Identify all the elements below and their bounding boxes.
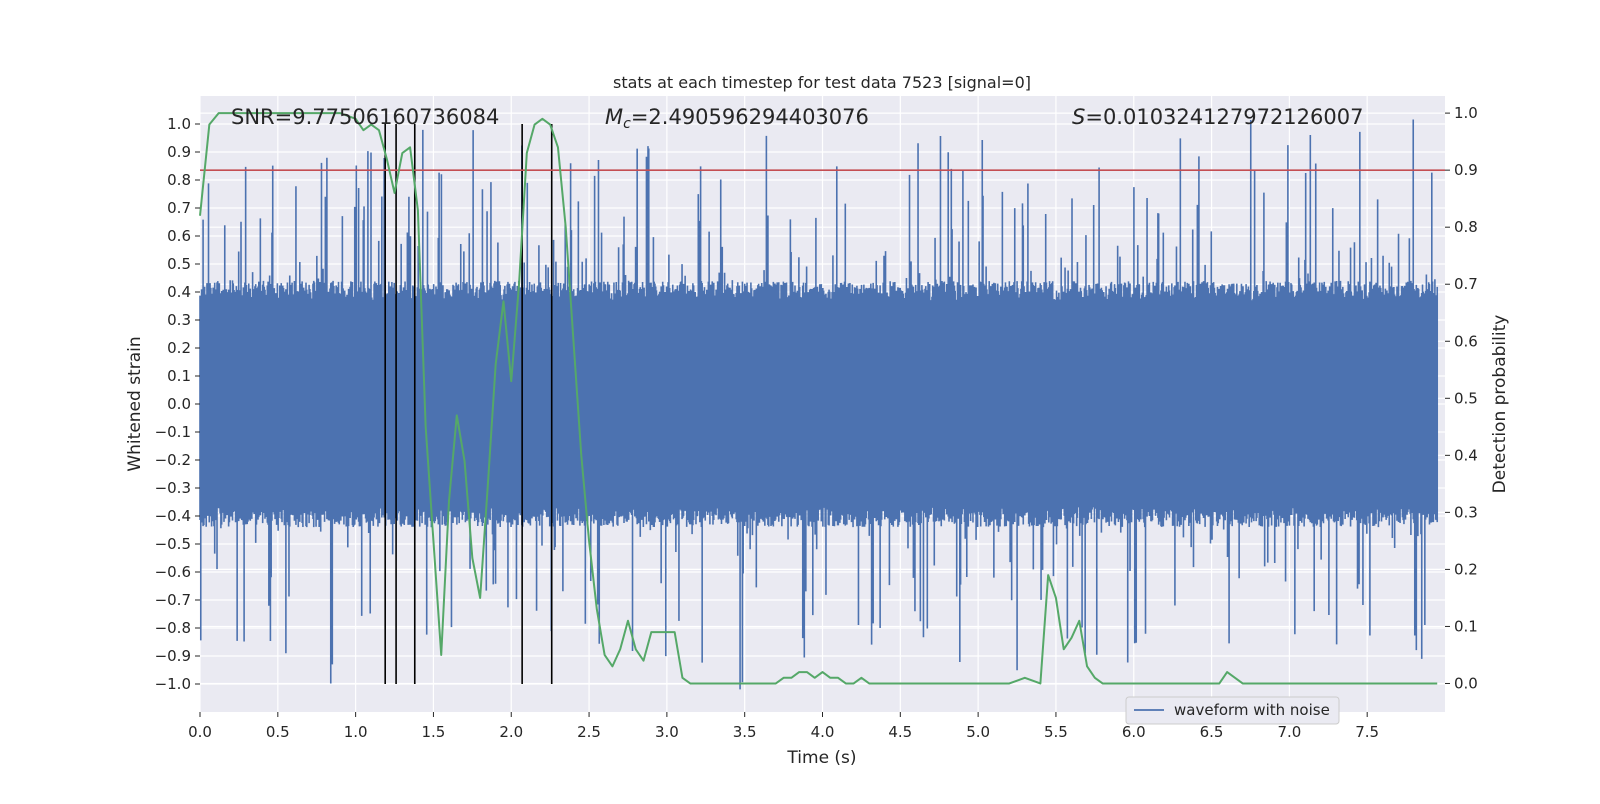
chirp-mass-annotation: Mc=2.490596294403076	[605, 105, 869, 132]
y-right-tick-label: 0.4	[1454, 446, 1478, 464]
x-tick-label: 4.5	[888, 723, 912, 741]
y-left-axis-ticks: 1.0 0.9 0.8 0.7 0.6 0.5 0.4 0.3 0.2 0.1 0.0 −0.1 −0.…	[155, 115, 200, 693]
y-left-tick-label: 0.9	[167, 143, 191, 161]
x-axis-ticks: 0.0 0.5 1.0 1.5 2.0 2.5 3.0 3.5 4.0 4.5 5.0 5.5 6.0 6…	[188, 712, 1379, 741]
y-right-tick-label: 0.7	[1454, 275, 1478, 293]
y-left-tick-label: 1.0	[167, 115, 191, 133]
y-right-tick-label: 1.0	[1454, 104, 1478, 122]
s-statistic-value: =0.010324127972126007	[1085, 105, 1363, 129]
x-tick-label: 5.5	[1044, 723, 1068, 741]
y-left-tick-label: −0.3	[155, 479, 191, 497]
x-tick-label: 2.0	[499, 723, 523, 741]
x-tick-label: 1.0	[344, 723, 368, 741]
y-left-tick-label: 0.8	[167, 171, 191, 189]
x-tick-label: 1.5	[422, 723, 446, 741]
y-left-axis-label: Whitened strain	[125, 336, 145, 471]
y-left-tick-label: −0.6	[155, 563, 191, 581]
y-left-tick-label: 0.4	[167, 283, 191, 301]
probability-series	[199, 112, 1438, 685]
y-left-tick-label: −1.0	[155, 675, 191, 693]
legend: waveform with noise	[1125, 696, 1340, 725]
y-right-tick-label: 0.2	[1454, 560, 1478, 578]
x-tick-label: 7.0	[1277, 723, 1301, 741]
chirp-mass-symbol: M	[605, 105, 623, 129]
waveform-line	[199, 119, 1439, 690]
y-left-tick-label: 0.5	[167, 255, 191, 273]
x-tick-label: 3.5	[733, 723, 757, 741]
y-left-tick-label: 0.3	[167, 311, 191, 329]
x-tick-label: 0.5	[266, 723, 290, 741]
y-left-tick-label: −0.4	[155, 507, 191, 525]
y-left-tick-label: 0.6	[167, 227, 191, 245]
y-left-tick-label: −0.8	[155, 619, 191, 637]
y-left-tick-label: 0.2	[167, 339, 191, 357]
x-tick-label: 0.0	[188, 723, 212, 741]
y-left-tick-label: −0.2	[155, 451, 191, 469]
s-statistic-symbol: S	[1072, 105, 1085, 129]
y-left-tick-label: 0.0	[167, 395, 191, 413]
x-axis-label: Time (s)	[786, 748, 856, 768]
y-right-tick-label: 0.3	[1454, 503, 1478, 521]
y-right-tick-label: 0.1	[1454, 617, 1478, 635]
y-right-tick-label: 0.5	[1454, 389, 1478, 407]
snr-annotation: SNR=9.77506160736084	[231, 105, 499, 129]
y-right-tick-label: 0.6	[1454, 332, 1478, 350]
legend-box	[1125, 696, 1340, 725]
chirp-mass-subscript: c	[623, 116, 631, 132]
y-right-tick-label: 0.9	[1454, 161, 1478, 179]
s-statistic-annotation: S=0.010324127972126007	[1072, 105, 1363, 129]
x-tick-label: 7.5	[1355, 723, 1379, 741]
y-left-tick-label: −0.1	[155, 423, 191, 441]
y-right-tick-label: 0.8	[1454, 218, 1478, 236]
probability-line	[199, 112, 1438, 685]
x-tick-label: 4.0	[811, 723, 835, 741]
x-tick-label: 6.0	[1122, 723, 1146, 741]
y-left-tick-label: 0.1	[167, 367, 191, 385]
x-tick-label: 5.0	[966, 723, 990, 741]
y-right-axis-label: Detection probability	[1490, 315, 1510, 494]
y-right-tick-label: 0.0	[1454, 674, 1478, 692]
y-left-tick-label: −0.9	[155, 647, 191, 665]
y-left-tick-label: −0.7	[155, 591, 191, 609]
legend-entry: waveform with noise	[1174, 701, 1330, 719]
chart-title: stats at each timestep for test data 752…	[613, 73, 1031, 92]
x-tick-label: 2.5	[577, 723, 601, 741]
y-left-tick-label: 0.7	[167, 199, 191, 217]
chirp-mass-value: =2.490596294403076	[631, 105, 869, 129]
waveform-series	[199, 119, 1439, 690]
x-tick-label: 6.5	[1200, 723, 1224, 741]
x-tick-label: 3.0	[655, 723, 679, 741]
y-right-axis-ticks: 1.0 0.9 0.8 0.7 0.6 0.5 0.4 0.3 0.2 0.1 0.0	[1445, 104, 1478, 692]
y-left-tick-label: −0.5	[155, 535, 191, 553]
